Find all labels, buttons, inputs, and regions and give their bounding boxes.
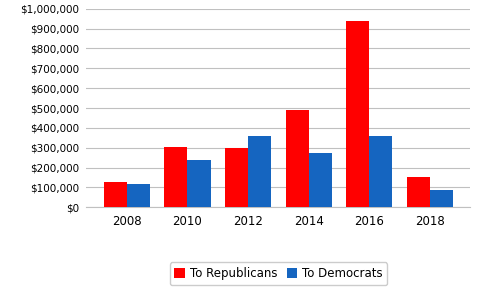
Bar <box>225 148 248 207</box>
Bar <box>104 181 127 207</box>
Bar <box>286 110 309 207</box>
Bar <box>165 147 188 207</box>
Bar <box>188 160 211 207</box>
Bar <box>369 136 392 207</box>
Bar <box>430 190 453 207</box>
Bar <box>127 183 150 207</box>
Bar <box>309 153 332 207</box>
Legend: To Republicans, To Democrats: To Republicans, To Democrats <box>169 262 387 285</box>
Bar <box>346 20 369 207</box>
Bar <box>407 177 430 207</box>
Bar <box>248 136 271 207</box>
